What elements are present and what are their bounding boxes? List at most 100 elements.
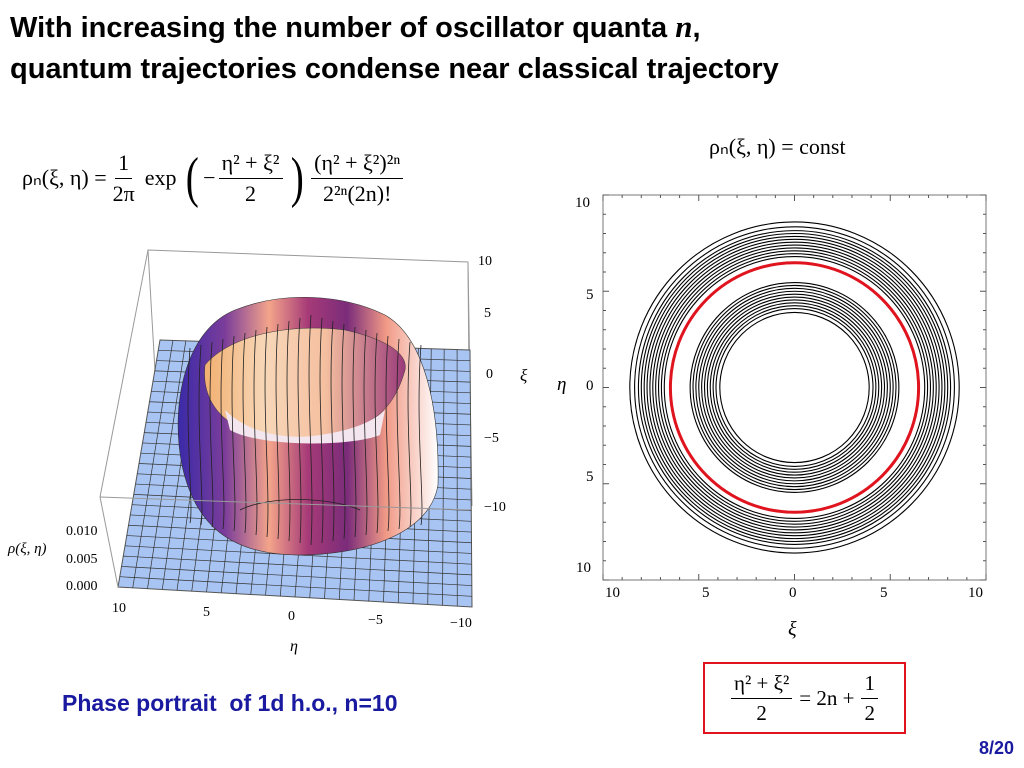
contour-ring	[706, 299, 883, 476]
z-axis-label: ρ(ξ, η)	[7, 541, 47, 557]
ring-mesh-line	[198, 344, 203, 526]
ring-mesh-line	[253, 329, 258, 536]
ring-mesh-line	[286, 320, 291, 542]
z-tick-0: 0.010	[66, 524, 98, 539]
right-paren: )	[290, 147, 304, 209]
slide-title: With increasing the number of oscillator…	[10, 6, 1010, 90]
ring-mesh-line	[231, 335, 236, 532]
eta-tick-1: 5	[203, 605, 210, 620]
z-tick-1: 0.005	[66, 552, 98, 567]
eta-tick-0: 10	[112, 601, 126, 616]
contour-ring	[719, 311, 870, 464]
title-line1: With increasing the number of oscillator…	[10, 9, 701, 44]
y-tick-1: 5	[586, 287, 594, 303]
ring-mesh-line	[396, 338, 401, 530]
classical-trajectory-ring	[668, 261, 921, 514]
figure-caption: Phase portrait of 1d h.o., n=10	[62, 690, 398, 716]
x-tick-0: 10	[605, 585, 620, 601]
x-tick-2: 0	[789, 585, 797, 601]
xi-axis-label: ξ	[520, 366, 528, 385]
ring-surface	[177, 297, 439, 556]
contour-ring	[695, 287, 894, 488]
density-lhs: ρₙ(ξ, η) =	[22, 165, 107, 190]
contour-ring	[629, 221, 960, 554]
density-const-formula: ρₙ(ξ, η) = const	[709, 134, 846, 159]
contour-ring	[649, 241, 940, 534]
eta-axis: 10 5 0 −5 −10 η	[112, 601, 472, 655]
contour-ring	[663, 256, 926, 519]
page-number: 8/20	[978, 738, 1014, 758]
z-tick-2: 0.000	[66, 579, 98, 594]
contour-ring	[701, 293, 888, 482]
contour-plot: 10 5 0 5 10 η 10 5 0 5 10 ξ	[557, 194, 987, 640]
x-tick-4: 10	[968, 585, 983, 601]
xi-tick-2: 0	[486, 367, 493, 382]
classical-orbit-formula: η² + ξ² 2 = 2n + 1 2	[703, 662, 906, 734]
contour-ring	[703, 296, 886, 479]
fraction-one-over-two-pi: 1 2π	[112, 149, 135, 206]
contour-ring	[698, 290, 891, 485]
ring-mesh-line	[308, 314, 313, 546]
contour-ring	[715, 308, 874, 467]
contour-ring	[652, 244, 937, 531]
contour-ring	[634, 226, 955, 549]
z-axis: 0.010 0.005 0.000 ρ(ξ, η)	[7, 524, 98, 594]
fraction-energy: η² + ξ² 2	[731, 671, 793, 726]
contour-ring	[657, 250, 932, 525]
fraction-power-term: (η² + ξ²)²ⁿ 2²ⁿ(2n)!	[311, 150, 404, 207]
minus-sign: −	[203, 165, 216, 190]
ring-mesh-line	[341, 323, 346, 540]
contour-ticks	[602, 194, 987, 581]
xi-tick-3: −5	[484, 431, 499, 446]
ring-mesh-line	[352, 326, 357, 538]
ring-mesh-line	[187, 347, 192, 524]
xi-tick-0: 10	[478, 254, 492, 269]
surface-plot-3d: 0.010 0.005 0.000 ρ(ξ, η) 10 5 0 −5 −10 …	[7, 249, 528, 655]
y-tick-4: 10	[576, 560, 591, 576]
ring-mesh-line	[220, 338, 225, 530]
contour-rings	[629, 221, 960, 554]
grid-line	[121, 566, 472, 586]
ring-mesh-line	[275, 323, 280, 540]
contour-x-label: ξ	[788, 618, 797, 640]
grid-line	[442, 349, 445, 606]
contour-ring	[660, 253, 929, 522]
eta-axis-label: η	[290, 638, 298, 655]
fraction-one-half: 1 2	[861, 671, 878, 726]
ring-mesh-line	[209, 341, 214, 528]
y-axis-ticks: 10 5 0 5 10	[575, 195, 594, 576]
grid-line	[123, 555, 472, 576]
fraction-exponent: η² + ξ² 2	[218, 150, 283, 207]
ring-mesh-line	[330, 320, 335, 542]
equals-two-n-plus: = 2n +	[799, 685, 855, 710]
contour-ring	[655, 247, 934, 528]
contour-ring	[692, 284, 897, 491]
x-tick-3: 5	[880, 585, 888, 601]
x-tick-1: 5	[702, 585, 710, 601]
contour-ring	[709, 302, 880, 473]
ring-mesh-line	[385, 335, 390, 532]
x-axis-ticks: 10 5 0 5 10	[605, 585, 983, 601]
ring-mesh-line	[297, 317, 302, 544]
contour-ring	[637, 230, 952, 545]
xi-axis: 10 5 0 −5 −10 ξ	[478, 254, 528, 515]
ring-mesh-line	[319, 317, 324, 544]
eta-tick-3: −5	[368, 613, 383, 628]
ring-mesh-line	[418, 344, 423, 526]
contour-ring	[712, 305, 877, 470]
ring-mesh-line	[374, 332, 379, 534]
y-tick-2: 0	[586, 378, 594, 394]
eta-tick-4: −10	[450, 616, 472, 631]
contour-frame	[602, 194, 987, 581]
contour-ring	[646, 238, 943, 537]
xi-tick-4: −10	[484, 500, 506, 515]
density-formula: ρₙ(ξ, η) = 1 2π exp ( − η² + ξ² 2 ) (η² …	[22, 138, 406, 218]
title-variable-n: n	[675, 9, 693, 44]
left-paren: (	[185, 147, 199, 209]
ring-mesh-line	[242, 332, 247, 534]
title-line2: quantum trajectories condense near class…	[10, 53, 779, 85]
contour-y-label: η	[557, 374, 566, 395]
ring-mesh-line	[407, 341, 412, 528]
contour-ring	[689, 282, 900, 493]
contour-ring	[643, 235, 946, 540]
